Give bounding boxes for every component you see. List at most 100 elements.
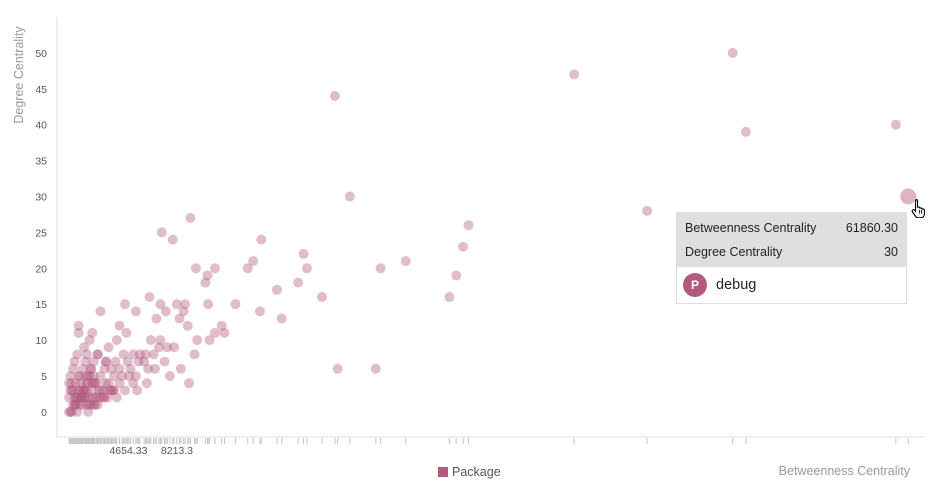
data-point[interactable] <box>185 213 196 224</box>
data-point[interactable] <box>65 385 76 396</box>
data-point[interactable] <box>91 378 102 389</box>
data-point[interactable] <box>128 349 139 360</box>
data-point[interactable] <box>88 356 99 367</box>
data-point[interactable] <box>204 335 215 346</box>
data-point[interactable] <box>145 335 156 346</box>
data-point[interactable] <box>83 392 94 403</box>
data-point[interactable] <box>159 356 170 367</box>
data-point[interactable] <box>164 370 175 381</box>
data-point[interactable] <box>171 299 182 310</box>
data-point[interactable] <box>298 248 309 259</box>
data-point[interactable] <box>65 406 76 417</box>
data-point[interactable] <box>99 363 110 374</box>
data-point[interactable] <box>254 306 265 317</box>
data-point[interactable] <box>95 306 106 317</box>
data-point[interactable] <box>74 385 85 396</box>
data-point[interactable] <box>80 370 91 381</box>
data-point[interactable] <box>81 349 92 360</box>
data-point[interactable] <box>69 399 80 410</box>
data-point[interactable] <box>70 399 81 410</box>
data-point[interactable] <box>76 392 87 403</box>
data-point[interactable] <box>70 392 81 403</box>
data-point[interactable] <box>76 392 87 403</box>
data-point[interactable] <box>98 392 109 403</box>
data-point[interactable] <box>890 119 901 130</box>
data-point[interactable] <box>79 385 90 396</box>
data-point[interactable] <box>727 47 738 58</box>
data-point[interactable] <box>451 270 462 281</box>
data-point[interactable] <box>96 385 107 396</box>
data-point[interactable] <box>140 349 151 360</box>
data-point[interactable] <box>569 69 580 80</box>
data-point[interactable] <box>458 241 469 252</box>
data-point[interactable] <box>151 313 162 324</box>
data-point[interactable] <box>230 299 241 310</box>
data-point[interactable] <box>73 392 84 403</box>
data-point[interactable] <box>189 349 200 360</box>
data-point[interactable] <box>87 327 98 338</box>
data-point[interactable] <box>143 363 154 374</box>
data-point[interactable] <box>98 385 109 396</box>
data-point[interactable] <box>162 342 173 353</box>
data-point[interactable] <box>293 277 304 288</box>
data-point[interactable] <box>83 370 94 381</box>
data-point[interactable] <box>80 356 91 367</box>
data-point[interactable] <box>72 392 83 403</box>
data-point[interactable] <box>73 327 84 338</box>
data-point[interactable] <box>121 327 132 338</box>
data-point[interactable] <box>110 356 121 367</box>
data-point[interactable] <box>87 385 98 396</box>
data-point[interactable] <box>111 335 122 346</box>
data-point-highlighted[interactable] <box>900 188 917 205</box>
data-point[interactable] <box>92 349 103 360</box>
data-point[interactable] <box>95 370 106 381</box>
data-point[interactable] <box>69 356 80 367</box>
data-point[interactable] <box>332 363 343 374</box>
data-point[interactable] <box>160 306 171 317</box>
data-point[interactable] <box>79 392 90 403</box>
data-point[interactable] <box>85 363 96 374</box>
data-point[interactable] <box>103 342 114 353</box>
data-point[interactable] <box>133 356 144 367</box>
data-point[interactable] <box>73 385 84 396</box>
data-point[interactable] <box>99 392 110 403</box>
data-point[interactable] <box>301 263 312 274</box>
data-point[interactable] <box>103 378 114 389</box>
data-point[interactable] <box>149 363 160 374</box>
data-point[interactable] <box>178 306 189 317</box>
data-point[interactable] <box>64 392 75 403</box>
data-point[interactable] <box>209 327 220 338</box>
legend-label-package[interactable]: Package <box>452 465 501 479</box>
data-point[interactable] <box>248 256 259 267</box>
data-point[interactable] <box>73 320 84 331</box>
data-point[interactable] <box>216 320 227 331</box>
data-point[interactable] <box>174 313 185 324</box>
data-point[interactable] <box>85 399 96 410</box>
data-point[interactable] <box>106 385 117 396</box>
data-point[interactable] <box>242 263 253 274</box>
data-point[interactable] <box>81 378 92 389</box>
data-point[interactable] <box>329 90 340 101</box>
data-point[interactable] <box>154 342 165 353</box>
data-point[interactable] <box>122 356 133 367</box>
data-point[interactable] <box>344 191 355 202</box>
data-point[interactable] <box>81 399 92 410</box>
data-point[interactable] <box>89 378 100 389</box>
data-point[interactable] <box>79 342 90 353</box>
data-point[interactable] <box>88 399 99 410</box>
data-point[interactable] <box>114 363 125 374</box>
data-point[interactable] <box>68 363 79 374</box>
data-point[interactable] <box>83 406 94 417</box>
data-point[interactable] <box>65 370 76 381</box>
data-point[interactable] <box>139 356 150 367</box>
data-point[interactable] <box>202 270 213 281</box>
data-point[interactable] <box>84 335 95 346</box>
data-point[interactable] <box>128 378 139 389</box>
data-point[interactable] <box>134 349 145 360</box>
data-point[interactable] <box>184 378 195 389</box>
data-point[interactable] <box>87 392 98 403</box>
data-point[interactable] <box>94 385 105 396</box>
data-point[interactable] <box>182 320 193 331</box>
data-point[interactable] <box>642 205 653 216</box>
data-point[interactable] <box>106 363 117 374</box>
